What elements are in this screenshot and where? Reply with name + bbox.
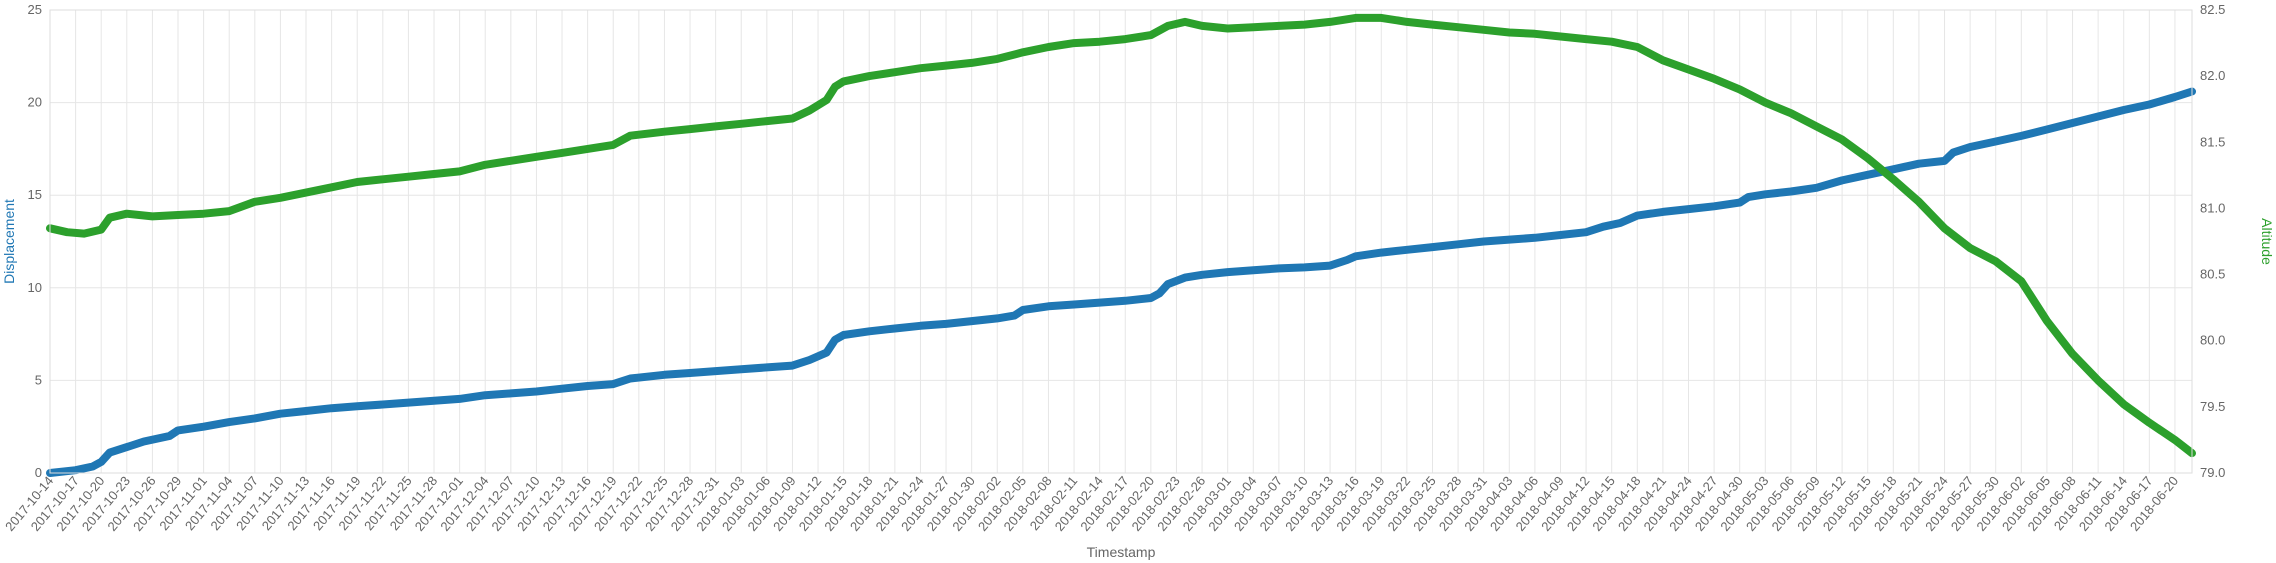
y-left-tick-label: 20 [28,95,42,110]
y-left-tick-label: 5 [35,372,42,387]
y-right-tick-label: 79.0 [2200,465,2225,480]
y-right-tick-label: 82.0 [2200,68,2225,83]
y-right-tick-label: 81.0 [2200,200,2225,215]
series-layer [46,13,2196,477]
y-right-axis-title: Altitude [2259,218,2275,265]
series-line-left [46,87,2196,477]
axes: 0 5 10 15 20 25 79.0 79.5 80.0 80.5 81.0 81.5 82.0 82… [2,2,2225,534]
y-right-tick-label: 81.5 [2200,134,2225,149]
x-axis-title: Timestamp [1087,544,1156,560]
y-left-tick-label: 10 [28,280,42,295]
plot-border [49,9,2193,474]
y-right-tick-label: 80.5 [2200,267,2225,282]
y-left-axis-title: Displacement [1,199,17,284]
y-right-tick-label: 80.0 [2200,333,2225,348]
y-left-tick-label: 25 [28,2,42,17]
y-left-tick-label: 15 [28,187,42,202]
y-right-tick-label: 82.5 [2200,2,2225,17]
series-line-right [46,13,2196,458]
y-right-tick-label: 79.5 [2200,399,2225,414]
y-left-tick-label: 0 [35,465,42,480]
